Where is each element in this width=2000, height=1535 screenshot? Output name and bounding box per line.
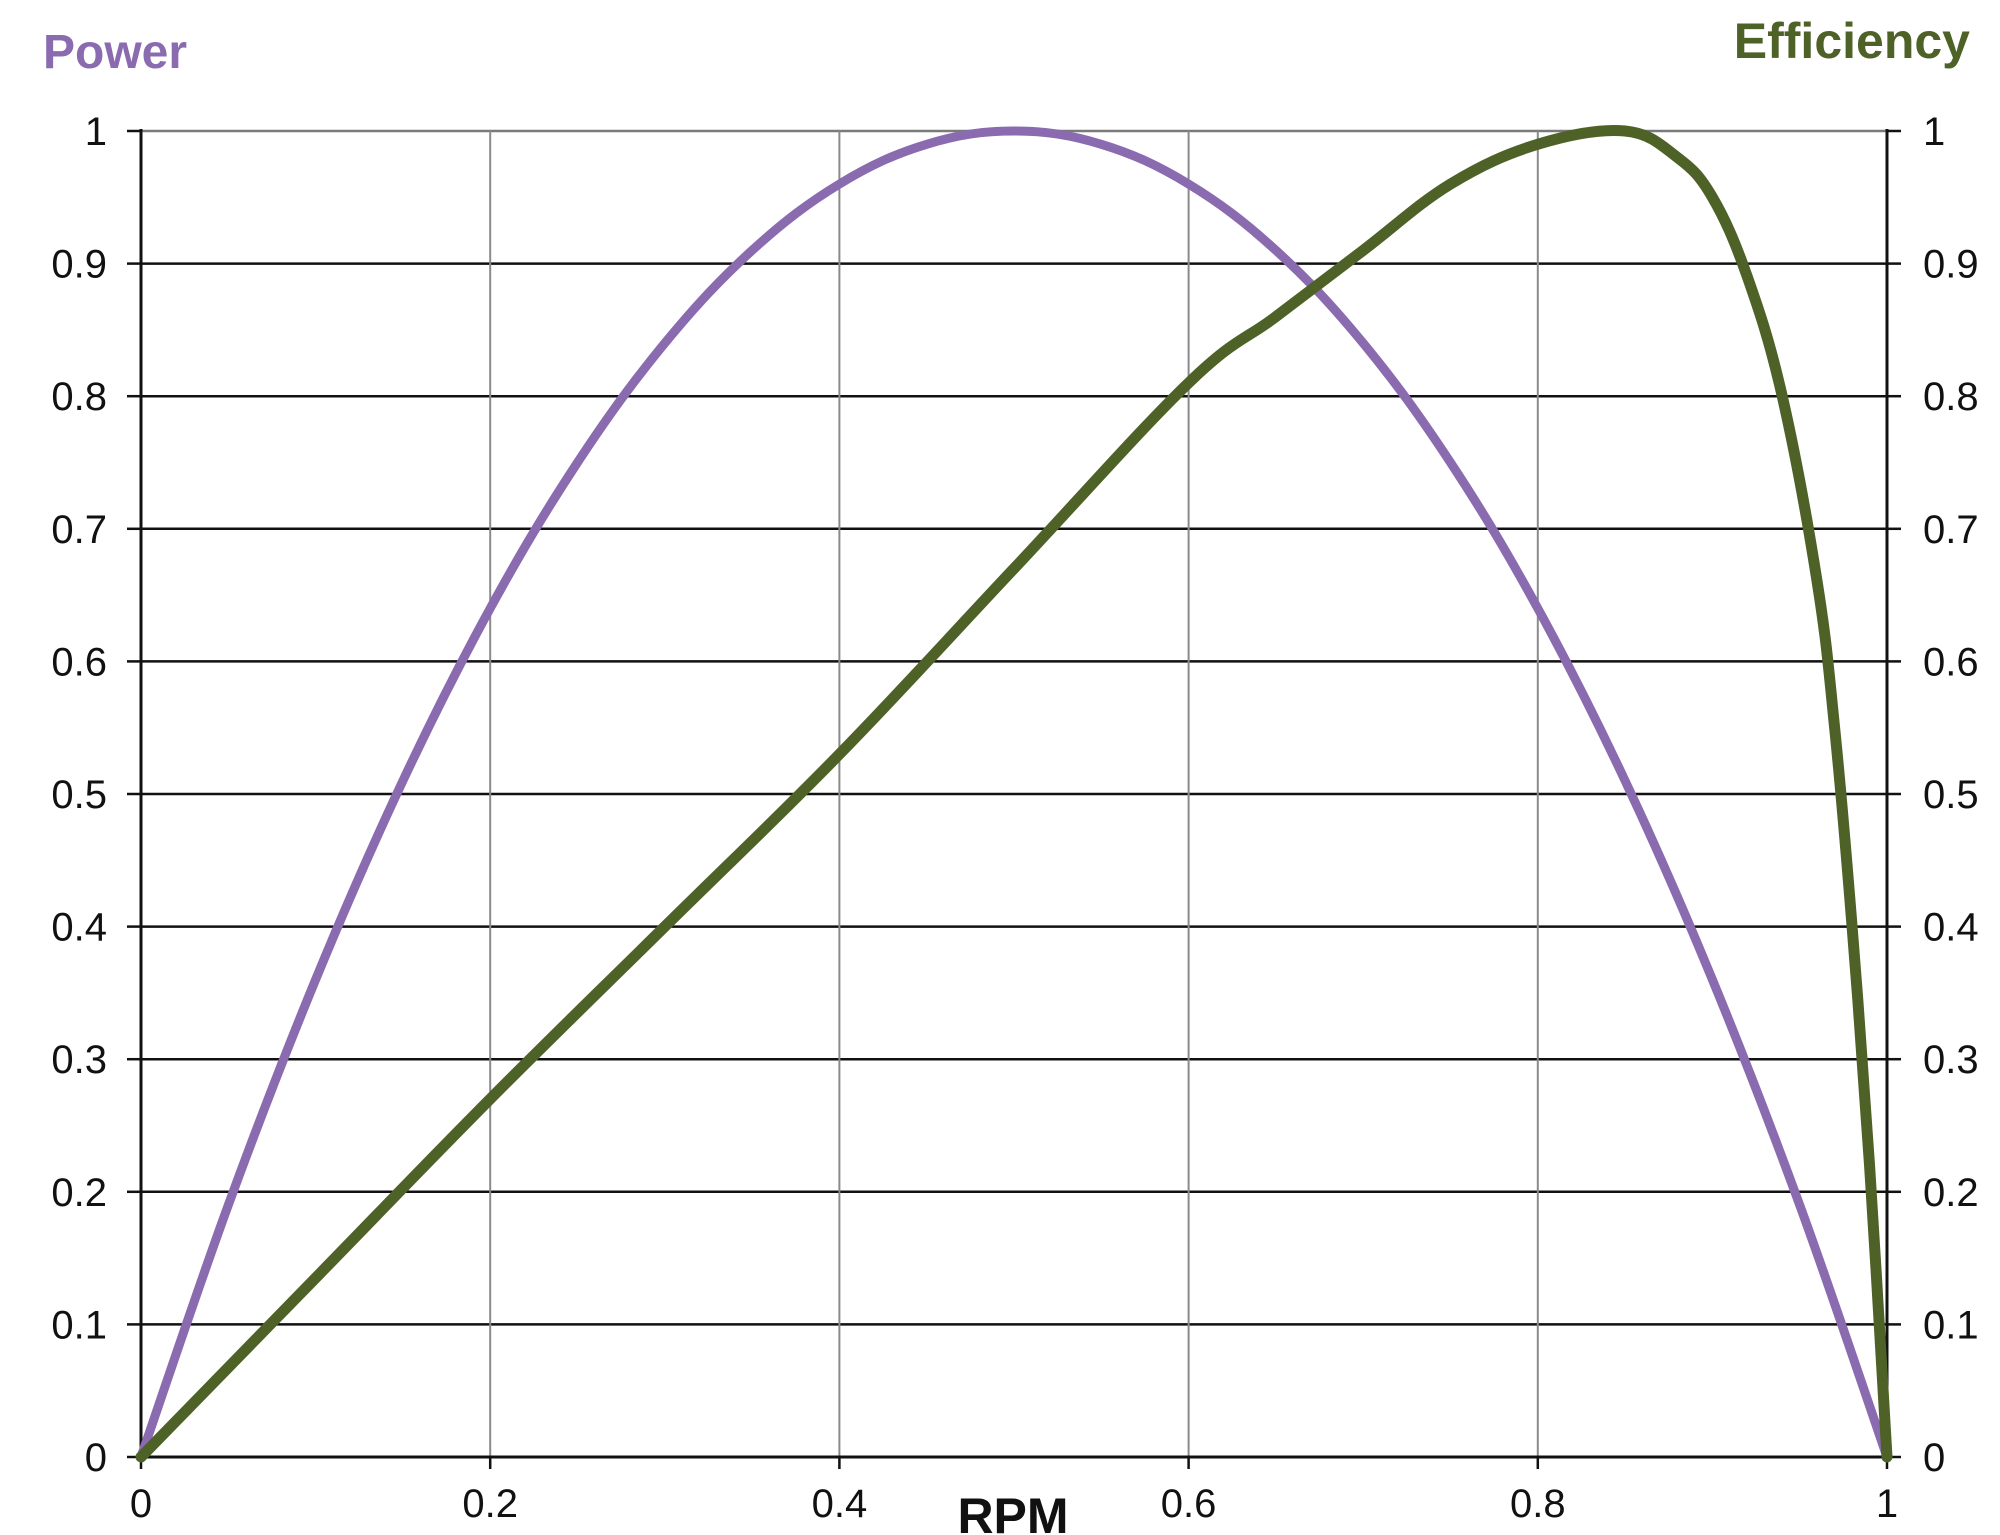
y-tick-label-left: 0.8	[51, 375, 107, 419]
x-tick-label: 0.4	[812, 1482, 868, 1526]
series-lines	[135, 125, 1893, 1463]
y-tick-label-right: 0.1	[1923, 1303, 1979, 1347]
left-axis-title: Power	[43, 26, 187, 79]
y-tick-label-right: 0.6	[1923, 640, 1979, 684]
y-tick-label-left: 0	[85, 1436, 107, 1480]
y-tick-label-right: 0.3	[1923, 1038, 1979, 1082]
y-tick-label-right: 0.5	[1923, 773, 1979, 817]
y-tick-label-right: 1	[1923, 110, 1945, 154]
y-tick-label-left: 0.3	[51, 1038, 107, 1082]
series-line-efficiency	[135, 125, 1893, 1463]
y-tick-label-left: 0.1	[51, 1303, 107, 1347]
x-tick-label: 0.8	[1510, 1482, 1566, 1526]
axes	[127, 129, 1901, 1469]
tick-labels: 00.10.20.30.40.50.60.70.80.9100.10.20.30…	[51, 110, 1978, 1526]
grid	[141, 129, 1887, 1459]
y-tick-label-right: 0.2	[1923, 1171, 1979, 1215]
y-tick-label-left: 0.2	[51, 1171, 107, 1215]
right-axis-title: Efficiency	[1734, 13, 1970, 69]
x-tick-label: 0	[130, 1482, 152, 1526]
y-tick-label-right: 0.8	[1923, 375, 1979, 419]
y-tick-label-right: 0.4	[1923, 906, 1979, 950]
y-tick-label-left: 0.6	[51, 640, 107, 684]
y-tick-label-left: 0.7	[51, 508, 107, 552]
y-tick-label-right: 0.7	[1923, 508, 1979, 552]
x-axis-title: RPM	[957, 1488, 1068, 1535]
x-tick-label: 1	[1876, 1482, 1898, 1526]
x-tick-label: 0.2	[462, 1482, 518, 1526]
y-tick-label-left: 1	[85, 110, 107, 154]
y-tick-label-left: 0.9	[51, 243, 107, 287]
y-tick-label-right: 0.9	[1923, 243, 1979, 287]
y-tick-label-left: 0.4	[51, 906, 107, 950]
y-tick-label-left: 0.5	[51, 773, 107, 817]
y-tick-label-right: 0	[1923, 1436, 1945, 1480]
x-tick-label: 0.6	[1161, 1482, 1217, 1526]
series-line-power	[136, 126, 1892, 1462]
